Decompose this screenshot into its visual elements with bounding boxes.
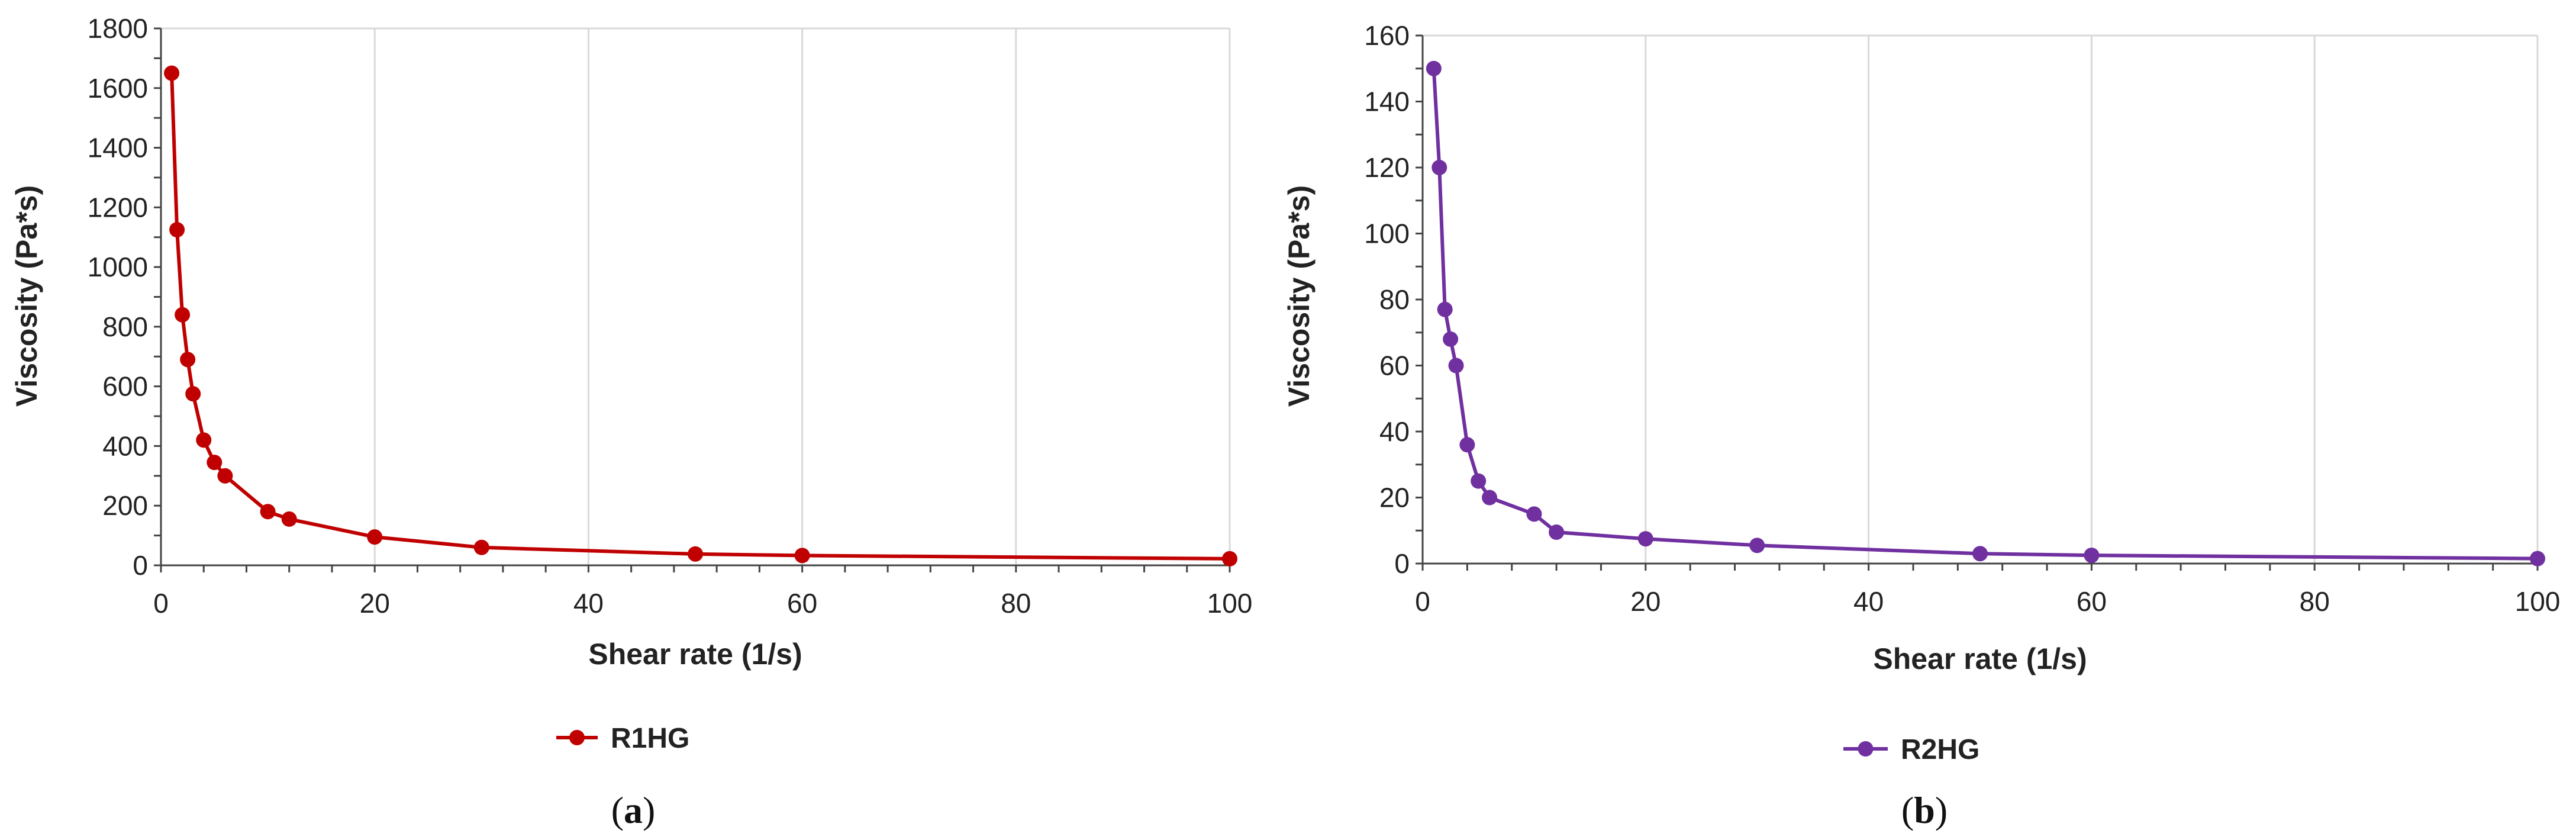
data-point: [207, 455, 223, 471]
x-axis-title: Shear rate (1/s): [588, 638, 802, 671]
y-tick-label: 200: [102, 490, 148, 521]
panel-caption: (a): [611, 789, 656, 831]
data-point: [1637, 531, 1653, 547]
gridlines: [161, 27, 1231, 565]
series-line: [1432, 68, 2538, 561]
y-tick-label: 80: [1379, 284, 1410, 315]
x-tick-label: 100: [1207, 588, 1253, 619]
x-tick-label: 0: [153, 588, 169, 619]
data-point: [1482, 490, 1498, 506]
x-tick-label: 60: [2077, 586, 2107, 617]
legend: R1HG: [556, 723, 689, 754]
caption-letter: b: [1914, 789, 1935, 831]
data-point: [196, 432, 212, 448]
x-tick-label: 80: [2300, 586, 2330, 617]
data-point: [217, 468, 233, 484]
y-tick-label: 600: [102, 371, 148, 402]
series-layer: [1426, 60, 2545, 567]
y-tick-label: 1800: [88, 13, 148, 44]
gridlines: [1423, 34, 2539, 564]
y-tick-label: 20: [1379, 482, 1410, 513]
y-axis: 0 20 40 60 80 100 120 140 160: [1364, 20, 1424, 579]
legend-swatch-marker: [569, 730, 585, 745]
data-point: [1471, 473, 1487, 489]
data-point: [2530, 551, 2545, 567]
data-point: [1448, 358, 1464, 374]
data-point: [281, 511, 297, 527]
data-point: [473, 539, 489, 555]
x-tick-label: 80: [1001, 588, 1031, 619]
data-point: [1443, 331, 1459, 347]
x-tick-label: 40: [1853, 586, 1884, 617]
y-tick-label: 160: [1364, 20, 1410, 51]
y-tick-label: 120: [1364, 152, 1410, 183]
y-tick-label: 0: [1394, 548, 1410, 579]
y-tick-label: 400: [102, 430, 148, 461]
y-tick-label: 1200: [88, 192, 148, 223]
data-point: [1426, 60, 1442, 76]
caption-letter: a: [624, 789, 643, 831]
x-axis: 0 20 40 60 80 100: [1415, 562, 2561, 617]
data-point: [688, 546, 703, 562]
data-point: [2084, 548, 2100, 564]
data-point: [175, 307, 191, 323]
data-point: [1526, 506, 1542, 522]
data-point: [1432, 160, 1447, 175]
x-axis-title: Shear rate (1/s): [1873, 642, 2087, 675]
y-axis-title: Viscosity (Pa*s): [1282, 185, 1316, 407]
x-tick-label: 60: [787, 588, 817, 619]
data-point: [180, 352, 196, 368]
y-tick-label: 60: [1379, 350, 1410, 381]
panel-caption: (b): [1901, 789, 1948, 831]
data-point: [185, 386, 201, 402]
data-point: [1222, 551, 1237, 567]
y-tick-label: 0: [133, 550, 148, 581]
y-axis-title: Viscosity (Pa*s): [10, 185, 43, 407]
data-point: [164, 65, 180, 81]
data-point: [1972, 546, 1988, 562]
series-layer: [164, 65, 1237, 567]
data-point: [1549, 524, 1565, 540]
data-point: [260, 504, 276, 520]
y-tick-label: 1400: [88, 133, 148, 163]
chart-panel-a: 0 20 40 60 80 100 0 200 400 600 800 1000 1200 1400 16…: [10, 13, 1252, 831]
data-point: [169, 222, 185, 238]
legend-label: R1HG: [611, 723, 689, 754]
legend-label: R2HG: [1901, 734, 1979, 765]
x-tick-label: 20: [360, 588, 390, 619]
y-tick-label: 1600: [88, 73, 148, 104]
data-point: [1459, 437, 1475, 453]
y-tick-label: 1000: [88, 252, 148, 282]
series-line: [170, 73, 1230, 561]
chart-panel-b: 0 20 40 60 80 100 0 20 40 60 80 100 120 140 160 Visco…: [1282, 20, 2560, 831]
y-tick-label: 100: [1364, 218, 1410, 249]
x-axis: 0 20 40 60 80 100: [153, 564, 1253, 619]
data-point: [1437, 301, 1453, 317]
legend: R2HG: [1843, 734, 1979, 765]
y-tick-label: 800: [102, 311, 148, 342]
data-point: [794, 548, 810, 564]
y-axis: 0 200 400 600 800 1000 1200 1400 1600 1800: [88, 13, 162, 581]
y-tick-label: 40: [1379, 416, 1410, 447]
x-tick-label: 100: [2515, 586, 2561, 617]
legend-swatch-marker: [1858, 741, 1874, 757]
y-tick-label: 140: [1364, 86, 1410, 117]
x-tick-label: 0: [1415, 586, 1430, 617]
x-tick-label: 40: [573, 588, 604, 619]
data-point: [1749, 538, 1765, 553]
data-point: [367, 529, 383, 545]
x-tick-label: 20: [1630, 586, 1661, 617]
